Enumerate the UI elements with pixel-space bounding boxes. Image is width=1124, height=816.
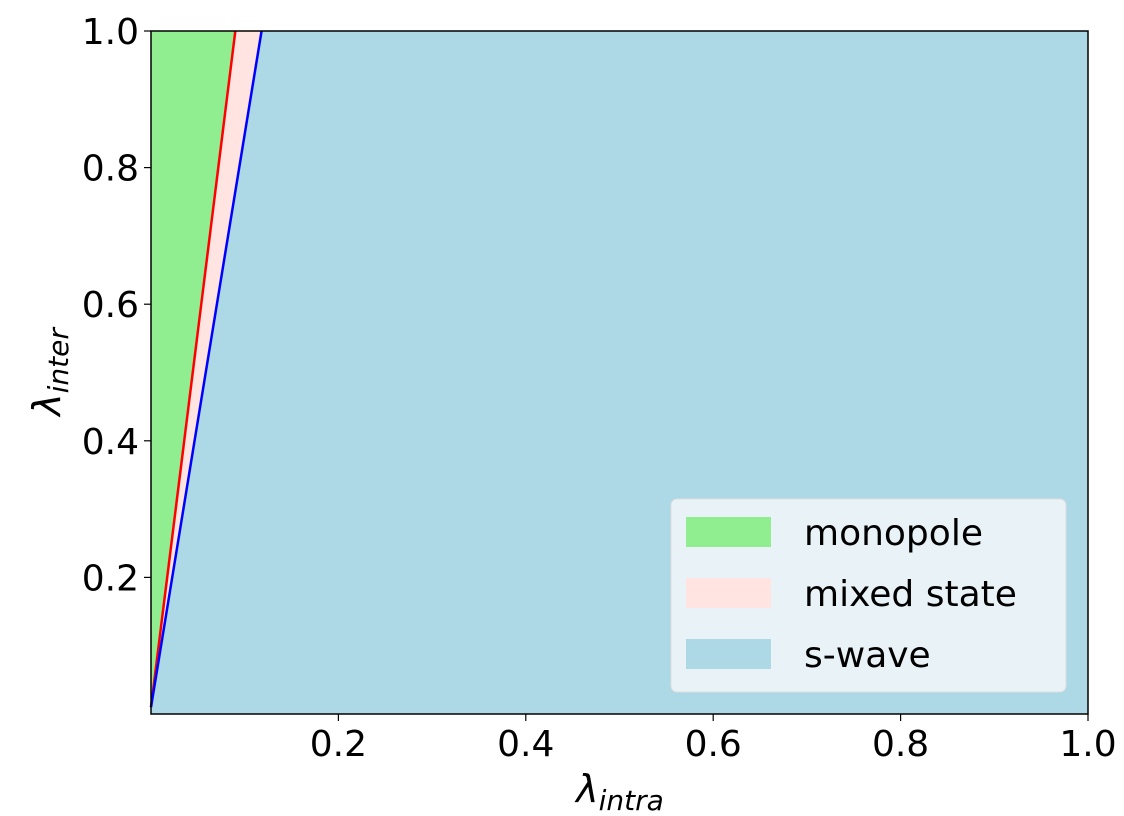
region-monopole <box>151 31 236 714</box>
legend-label: s-wave <box>804 635 931 676</box>
x-tick-label: 0.8 <box>872 724 929 765</box>
x-tick-label: 0.2 <box>310 724 367 765</box>
y-tick-label: 0.2 <box>82 558 139 599</box>
plot-frame <box>150 30 1089 715</box>
legend-swatch-s-wave <box>686 639 771 669</box>
legend-swatch-monopole <box>686 517 771 547</box>
legend-label: monopole <box>804 513 983 554</box>
legend-swatch-mixed-state <box>686 578 771 608</box>
y-tick-label: 0.8 <box>82 149 139 190</box>
x-tick-label: 0.4 <box>497 724 554 765</box>
boundary-line-1 <box>149 30 263 708</box>
x-tick-label: 1.0 <box>1059 724 1116 765</box>
y-axis-label: λinter <box>25 327 75 418</box>
legend-label: mixed state <box>804 574 1017 615</box>
y-tick-label: 0.4 <box>82 422 139 463</box>
y-tick-label: 1.0 <box>82 12 139 53</box>
boundary-line-0 <box>149 30 237 708</box>
x-tick-label: 0.6 <box>685 724 742 765</box>
x-axis-label: λintra <box>574 767 664 812</box>
y-tick-label: 0.6 <box>82 285 139 326</box>
